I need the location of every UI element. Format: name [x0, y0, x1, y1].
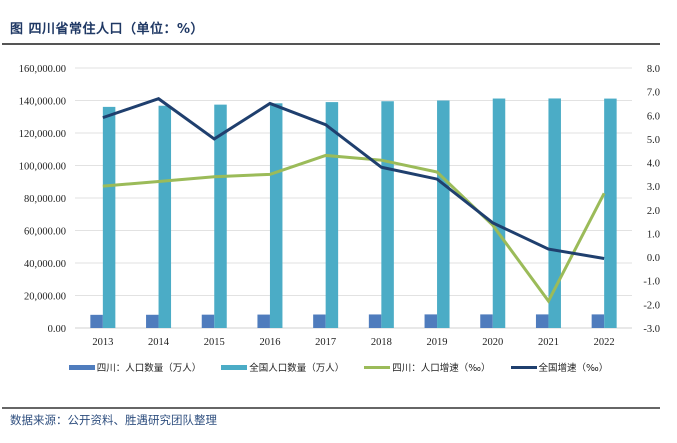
bar-national-pop [158, 105, 172, 328]
right-tick-label: 5.0 [647, 135, 660, 146]
right-tick-label: -3.0 [643, 324, 660, 335]
x-tick-label: 2021 [538, 337, 559, 348]
right-tick-label: -2.0 [643, 300, 660, 311]
legend-item-national-pop[interactable]: 全国人口数量（万人） [221, 360, 344, 374]
legend-swatch-sichuan-growth [364, 365, 391, 369]
bar-sichuan-pop [90, 314, 103, 328]
bar-national-pop [214, 104, 227, 328]
legend-item-sichuan-pop[interactable]: 四川：人口数量（万人） [68, 360, 202, 374]
bar-national-pop [437, 100, 450, 328]
left-axis-ticks: 0.00 20,000.00 40,000.00 60,000.00 80,000.00… [19, 64, 66, 335]
bar-sichuan-pop [591, 314, 605, 328]
legend: 四川：人口数量（万人） 全国人口数量（万人） 四川：人口增速（‰） 全国增速（‰… [0, 360, 677, 374]
x-tick-label: 2018 [371, 337, 392, 348]
line-sichuan-growth [102, 153, 606, 304]
bars [90, 98, 617, 329]
lines [102, 97, 606, 304]
right-tick-label: 1.0 [647, 229, 660, 240]
left-tick-label: 60,000.00 [24, 227, 66, 238]
left-tick-label: 160,000.00 [19, 64, 66, 75]
left-tick-label: 40,000.00 [24, 259, 66, 270]
bar-sichuan-pop [480, 314, 493, 328]
bar-sichuan-pop [257, 314, 270, 328]
legend-item-national-growth[interactable]: 全国增速（‰） [510, 360, 609, 374]
x-tick-label: 2015 [204, 337, 225, 348]
line-national-growth [102, 97, 605, 260]
legend-swatch-national-pop [221, 364, 248, 370]
legend-swatch-national-growth [510, 365, 537, 369]
right-tick-label: 8.0 [647, 64, 660, 75]
right-axis-ticks: -3.0 -2.0 -1.0 0.0 1.0 2.0 3.0 4.0 5.0 6.0 7.0 8.0 [643, 64, 660, 335]
bar-sichuan-pop [424, 314, 438, 328]
bar-sichuan-pop [201, 314, 215, 328]
bar-sichuan-pop [313, 314, 326, 328]
bar-national-pop [548, 98, 561, 328]
legend-label: 全国增速（‰） [538, 363, 609, 374]
left-tick-label: 20,000.00 [24, 292, 66, 303]
chart-canvas: 0.00 20,000.00 40,000.00 60,000.00 80,000.00… [19, 64, 660, 348]
legend-item-sichuan-growth[interactable]: 四川：人口增速（‰） [364, 360, 491, 374]
legend-label: 四川：人口数量（万人） [96, 363, 202, 374]
bar-national-pop [492, 98, 506, 328]
right-tick-label: 0.0 [647, 253, 660, 264]
x-axis-ticks: 2013 2014 2015 2016 2017 2018 2019 2020 2021 2022 [92, 337, 614, 348]
bar-sichuan-pop [368, 314, 382, 328]
legend-swatch-sichuan-pop [68, 364, 95, 370]
source-rule [2, 407, 660, 409]
right-tick-label: 7.0 [647, 88, 660, 99]
right-tick-label: 3.0 [647, 182, 660, 193]
bar-national-pop [269, 103, 283, 328]
x-tick-label: 2014 [148, 337, 170, 348]
title-rule [2, 43, 660, 45]
right-tick-label: 2.0 [647, 206, 660, 217]
legend-label: 全国人口数量（万人） [249, 363, 345, 374]
bar-national-pop [604, 98, 617, 328]
right-tick-label: -1.0 [643, 277, 660, 288]
left-tick-label: 120,000.00 [19, 129, 66, 140]
bar-sichuan-pop [535, 314, 549, 328]
bar-sichuan-pop [146, 314, 159, 328]
bar-national-pop [381, 101, 394, 328]
x-tick-label: 2013 [92, 337, 113, 348]
x-tick-label: 2020 [482, 337, 503, 348]
chart-title: 图 四川省常住人口（单位：%） [10, 22, 205, 37]
bar-national-pop [102, 106, 116, 329]
left-tick-label: 140,000.00 [19, 97, 66, 108]
left-tick-label: 100,000.00 [19, 162, 66, 173]
right-tick-label: 4.0 [647, 159, 660, 170]
left-tick-label: 0.00 [48, 324, 66, 335]
x-tick-label: 2022 [594, 337, 615, 348]
legend-label: 四川：人口增速（‰） [392, 363, 491, 374]
right-tick-label: 6.0 [647, 111, 660, 122]
x-tick-label: 2019 [427, 337, 448, 348]
bar-national-pop [325, 102, 339, 328]
x-tick-label: 2017 [315, 337, 336, 348]
source-note: 数据来源：公开资料、胜遇研究团队整理 [10, 413, 217, 427]
x-tick-label: 2016 [259, 337, 280, 348]
left-tick-label: 80,000.00 [24, 194, 66, 205]
